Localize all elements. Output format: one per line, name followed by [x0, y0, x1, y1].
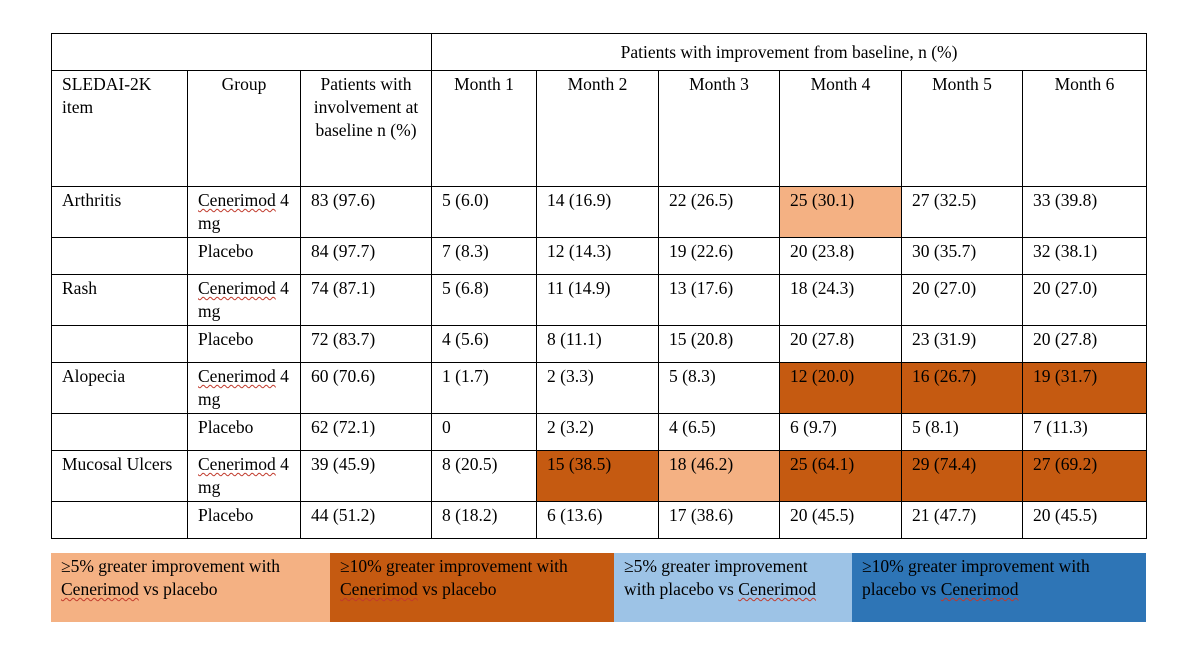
month-1-cell: 5 (6.8) [431, 274, 537, 326]
header-month-6: Month 6 [1021, 70, 1148, 187]
group-cell: Cenerimod 4 mg [187, 274, 301, 326]
header-month-2: Month 2 [536, 70, 659, 187]
legend-item: ≥5% greater improvement with Cenerimod v… [51, 553, 330, 622]
month-4-cell: 20 (23.8) [779, 237, 902, 275]
column-header-row: SLEDAI-2K item Group Patients with invol… [51, 70, 1148, 187]
month-6-cell: 7 (11.3) [1021, 413, 1148, 451]
baseline-cell: 60 (70.6) [300, 362, 432, 414]
month-5-cell: 5 (8.1) [901, 413, 1023, 451]
month-6-cell: 20 (27.8) [1021, 325, 1148, 363]
month-6-cell: 20 (45.5) [1021, 501, 1148, 539]
table-row: Placebo 72 (83.7) 4 (5.6) 8 (11.1) 15 (20.8)… [51, 325, 1148, 363]
sledai-item-cell [51, 237, 188, 275]
month-5-cell: 29 (74.4) [901, 450, 1023, 502]
month-4-cell: 12 (20.0) [779, 362, 902, 414]
month-2-cell: 11 (14.9) [536, 274, 659, 326]
header-month-3: Month 3 [658, 70, 780, 187]
table-row: Placebo 84 (97.7) 7 (8.3) 12 (14.3) 19 (22.6… [51, 237, 1148, 275]
month-4-cell: 20 (45.5) [779, 501, 902, 539]
month-2-cell: 6 (13.6) [536, 501, 659, 539]
group-cell: Cenerimod 4 mg [187, 362, 301, 414]
month-3-cell: 19 (22.6) [658, 237, 780, 275]
baseline-cell: 44 (51.2) [300, 501, 432, 539]
baseline-cell: 83 (97.6) [300, 186, 432, 238]
month-1-cell: 5 (6.0) [431, 186, 537, 238]
table-row: Arthritis Cenerimod 4 mg 83 (97.6) 5 (6.0) 1… [51, 186, 1148, 238]
month-6-cell: 27 (69.2) [1021, 450, 1148, 502]
month-4-cell: 6 (9.7) [779, 413, 902, 451]
header-month-5: Month 5 [901, 70, 1023, 187]
sledai-item-cell [51, 325, 188, 363]
month-1-cell: 0 [431, 413, 537, 451]
blank-header-cell [51, 33, 432, 71]
legend-item: ≥5% greater improvement with placebo vs … [614, 553, 852, 622]
header-baseline: Patients with involvement at baseline n … [300, 70, 432, 187]
month-2-cell: 14 (16.9) [536, 186, 659, 238]
month-1-cell: 8 (20.5) [431, 450, 537, 502]
group-cell: Placebo [187, 325, 301, 363]
span-header-row: Patients with improvement from baseline,… [51, 33, 1148, 71]
month-2-cell: 12 (14.3) [536, 237, 659, 275]
month-3-cell: 15 (20.8) [658, 325, 780, 363]
month-6-cell: 32 (38.1) [1021, 237, 1148, 275]
month-5-cell: 27 (32.5) [901, 186, 1023, 238]
color-legend: ≥5% greater improvement with Cenerimod v… [51, 553, 1146, 622]
header-month-4: Month 4 [779, 70, 902, 187]
month-5-cell: 16 (26.7) [901, 362, 1023, 414]
month-6-cell: 19 (31.7) [1021, 362, 1148, 414]
sledai-item-cell [51, 413, 188, 451]
month-2-cell: 2 (3.3) [536, 362, 659, 414]
header-sledai-item: SLEDAI-2K item [51, 70, 188, 187]
legend-item: ≥10% greater improvement with Cenerimod … [330, 553, 614, 622]
month-2-cell: 15 (38.5) [536, 450, 659, 502]
month-4-cell: 25 (30.1) [779, 186, 902, 238]
table-row: Rash Cenerimod 4 mg 74 (87.1) 5 (6.8) 11 (14… [51, 274, 1148, 326]
month-4-cell: 18 (24.3) [779, 274, 902, 326]
baseline-cell: 84 (97.7) [300, 237, 432, 275]
month-6-cell: 20 (27.0) [1021, 274, 1148, 326]
month-3-cell: 17 (38.6) [658, 501, 780, 539]
table-row: Alopecia Cenerimod 4 mg 60 (70.6) 1 (1.7) 2 … [51, 362, 1148, 414]
group-cell: Cenerimod 4 mg [187, 186, 301, 238]
month-1-cell: 8 (18.2) [431, 501, 537, 539]
month-1-cell: 7 (8.3) [431, 237, 537, 275]
month-3-cell: 4 (6.5) [658, 413, 780, 451]
sledai-item-cell: Arthritis [51, 186, 188, 238]
table-row: Placebo 62 (72.1) 0 2 (3.2) 4 (6.5) 6 (9.7) 5 … [51, 413, 1148, 451]
results-table: Patients with improvement from baseline,… [51, 33, 1148, 539]
month-5-cell: 30 (35.7) [901, 237, 1023, 275]
baseline-cell: 72 (83.7) [300, 325, 432, 363]
baseline-cell: 74 (87.1) [300, 274, 432, 326]
month-3-cell: 5 (8.3) [658, 362, 780, 414]
sledai-item-cell [51, 501, 188, 539]
header-month-1: Month 1 [431, 70, 537, 187]
month-3-cell: 13 (17.6) [658, 274, 780, 326]
group-cell: Placebo [187, 501, 301, 539]
month-5-cell: 23 (31.9) [901, 325, 1023, 363]
sledai-item-cell: Rash [51, 274, 188, 326]
sledai-item-cell: Mucosal Ulcers [51, 450, 188, 502]
month-1-cell: 4 (5.6) [431, 325, 537, 363]
month-4-cell: 20 (27.8) [779, 325, 902, 363]
month-5-cell: 21 (47.7) [901, 501, 1023, 539]
table-row: Mucosal Ulcers Cenerimod 4 mg 39 (45.9) 8 (… [51, 450, 1148, 502]
month-2-cell: 2 (3.2) [536, 413, 659, 451]
baseline-cell: 62 (72.1) [300, 413, 432, 451]
legend-item: ≥10% greater improvement with placebo vs… [852, 553, 1146, 622]
month-4-cell: 25 (64.1) [779, 450, 902, 502]
group-cell: Placebo [187, 237, 301, 275]
month-3-cell: 18 (46.2) [658, 450, 780, 502]
header-group: Group [187, 70, 301, 187]
group-cell: Cenerimod 4 mg [187, 450, 301, 502]
month-5-cell: 20 (27.0) [901, 274, 1023, 326]
group-cell: Placebo [187, 413, 301, 451]
month-1-cell: 1 (1.7) [431, 362, 537, 414]
month-3-cell: 22 (26.5) [658, 186, 780, 238]
span-header-cell: Patients with improvement from baseline,… [430, 33, 1148, 71]
sledai-item-cell: Alopecia [51, 362, 188, 414]
month-2-cell: 8 (11.1) [536, 325, 659, 363]
table-row: Placebo 44 (51.2) 8 (18.2) 6 (13.6) 17 (38.6… [51, 501, 1148, 539]
month-6-cell: 33 (39.8) [1021, 186, 1148, 238]
baseline-cell: 39 (45.9) [300, 450, 432, 502]
